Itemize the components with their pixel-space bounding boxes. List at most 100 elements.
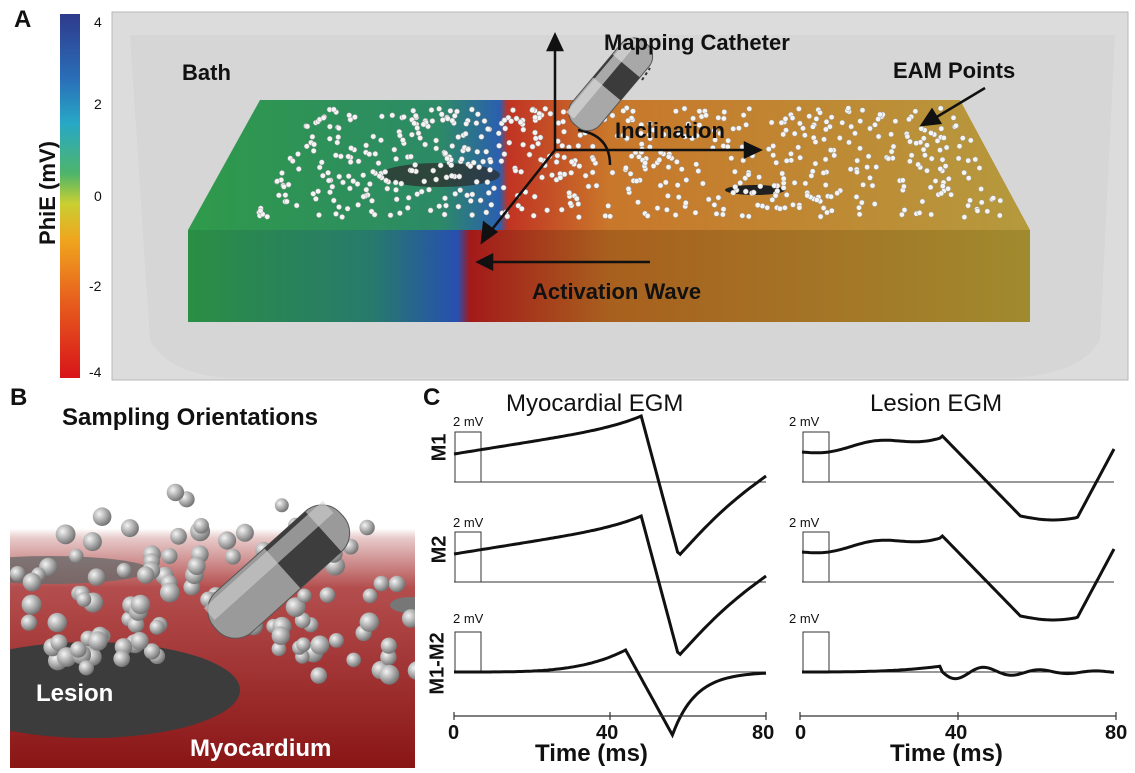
colorbar-tick-neg4: -4 xyxy=(89,364,102,380)
eam-point xyxy=(810,123,816,130)
label-mapping-catheter: Mapping Catheter xyxy=(604,30,790,55)
eam-point xyxy=(769,196,776,203)
eam-point xyxy=(274,178,281,185)
sampling-sphere xyxy=(130,632,149,650)
eam-point xyxy=(327,189,333,196)
eam-point xyxy=(780,131,787,138)
eam-point xyxy=(715,114,722,121)
sampling-sphere xyxy=(113,650,130,667)
eam-point xyxy=(376,173,383,179)
eam-point xyxy=(352,114,358,120)
eam-point xyxy=(796,106,802,112)
panel-letter-c: C xyxy=(423,384,441,411)
eam-point xyxy=(279,170,285,176)
eam-point xyxy=(756,174,762,180)
eam-point xyxy=(739,212,746,219)
eam-point xyxy=(836,135,843,141)
eam-point xyxy=(683,177,690,183)
eam-point xyxy=(529,143,536,150)
eam-point xyxy=(397,210,403,216)
eam-point xyxy=(363,186,370,193)
eam-point xyxy=(624,135,630,142)
eam-point xyxy=(409,167,415,174)
eam-point xyxy=(384,185,391,192)
eam-point xyxy=(350,178,357,184)
eam-point xyxy=(834,190,841,196)
eam-point xyxy=(329,183,336,190)
sampling-sphere xyxy=(116,562,132,578)
eam-point xyxy=(730,189,737,196)
eam-point xyxy=(487,166,493,173)
eam-point xyxy=(310,190,317,197)
eam-point xyxy=(455,203,462,210)
eam-point xyxy=(922,152,928,159)
sampling-scene xyxy=(10,440,415,768)
eam-point xyxy=(858,199,865,206)
eam-point xyxy=(370,168,376,175)
eam-point xyxy=(976,165,983,171)
eam-point xyxy=(642,160,648,166)
eam-point xyxy=(778,119,785,126)
eam-point xyxy=(542,105,549,112)
eam-point xyxy=(791,179,798,186)
eam-point xyxy=(675,194,682,200)
eam-point xyxy=(783,192,790,198)
eam-point xyxy=(928,130,934,136)
eam-point xyxy=(498,158,505,164)
eam-point xyxy=(433,137,439,144)
eam-point xyxy=(335,134,342,140)
sampling-sphere xyxy=(274,498,289,513)
tissue-scene xyxy=(111,11,1129,381)
label-inclination: Inclination xyxy=(615,118,725,143)
eam-point xyxy=(920,146,927,153)
eam-point xyxy=(589,143,596,150)
eam-point xyxy=(401,114,407,120)
eam-point xyxy=(717,130,723,137)
eam-point xyxy=(800,125,806,132)
eam-point xyxy=(379,113,385,120)
eam-point xyxy=(737,180,744,186)
eam-point xyxy=(724,143,731,150)
sampling-sphere xyxy=(20,614,37,631)
sampling-sphere xyxy=(359,519,375,536)
eam-point xyxy=(609,112,616,119)
eam-point xyxy=(284,198,290,205)
eam-point xyxy=(463,120,470,127)
eam-point xyxy=(888,131,894,138)
sampling-sphere xyxy=(50,634,68,651)
eam-point xyxy=(627,170,634,177)
eam-point xyxy=(927,184,934,191)
eam-point xyxy=(561,128,567,135)
scale-bar-2mv xyxy=(802,531,830,583)
sampling-sphere xyxy=(76,592,92,607)
eam-point xyxy=(920,135,927,142)
eam-point xyxy=(336,173,343,180)
eam-point xyxy=(759,203,766,209)
eam-point xyxy=(481,118,488,124)
sampling-sphere xyxy=(379,664,400,685)
eam-point xyxy=(953,122,959,129)
sampling-sphere xyxy=(10,566,26,582)
eam-point xyxy=(695,168,702,174)
eam-point xyxy=(754,202,761,208)
eam-point xyxy=(475,111,481,118)
sampling-sphere xyxy=(373,575,390,592)
eam-point xyxy=(673,108,679,115)
eam-point xyxy=(575,201,582,207)
eam-point xyxy=(559,142,566,149)
eam-point xyxy=(530,212,537,219)
eam-point xyxy=(412,112,419,119)
label-bath: Bath xyxy=(182,60,231,85)
scale-label-r2: 2 mV xyxy=(789,515,820,530)
eam-point xyxy=(334,139,341,146)
eam-point xyxy=(382,169,389,175)
x-tick-right-40: 40 xyxy=(945,722,968,744)
eam-point xyxy=(745,213,752,220)
eam-point xyxy=(961,169,967,176)
eam-point xyxy=(316,164,323,171)
sampling-sphere xyxy=(407,661,415,680)
eam-point xyxy=(871,201,878,207)
eam-point xyxy=(916,210,923,216)
eam-point xyxy=(937,147,943,153)
eam-point xyxy=(443,202,449,209)
